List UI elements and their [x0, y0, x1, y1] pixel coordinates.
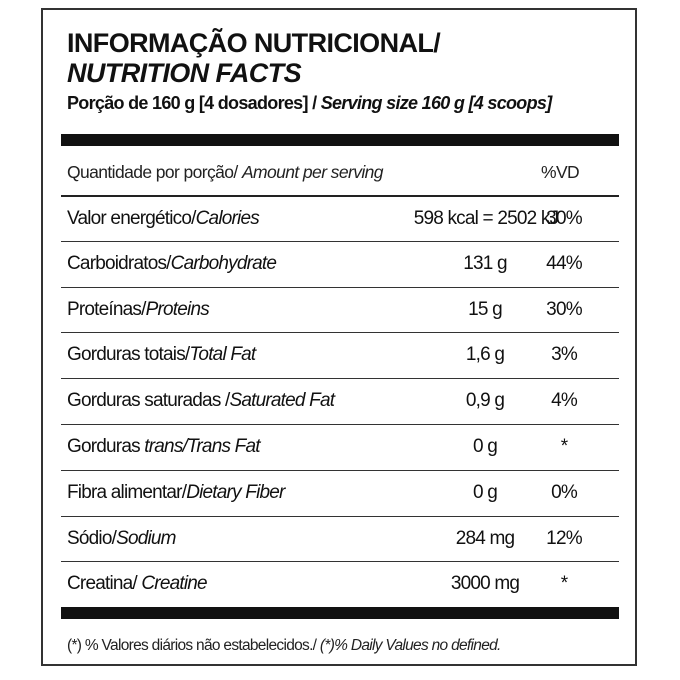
- nutrient-amount: 15 g: [468, 298, 503, 320]
- nutrient-name-en: Proteins: [145, 298, 210, 320]
- table-row: Sódio/Sodium 284 mg 12%: [61, 515, 619, 562]
- nutrient-name: Gorduras totais/Total Fat: [67, 344, 256, 366]
- footnote-pt: (*) % Valores diários não estabelecidos.…: [67, 637, 320, 654]
- amount-per-serving-pt: Quantidade por porção/: [67, 162, 242, 182]
- nutrition-label: INFORMAÇÃO NUTRICIONAL/ NUTRITION FACTS …: [41, 8, 637, 666]
- serving-size-pt: Porção de 160 g [4 dosadores] /: [67, 93, 321, 113]
- nutrient-amount: 284 mg: [455, 527, 515, 549]
- daily-value-header: %VD: [541, 162, 580, 182]
- nutrient-name-pt: Valor energético/: [67, 208, 196, 229]
- nutrient-name: Gorduras trans/Trans Fat: [67, 436, 260, 458]
- nutrient-name: Creatina/ Creatine: [67, 573, 208, 595]
- nutrient-name-pt: Fibra alimentar/: [67, 481, 187, 503]
- serving-size: Porção de 160 g [4 dosadores] / Serving …: [67, 93, 552, 114]
- nutrient-name: Carboidratos/Carbohydrate: [67, 252, 277, 275]
- nutrient-name-en: Creatine: [141, 573, 207, 595]
- nutrient-daily-value: 12%: [546, 527, 582, 549]
- nutrient-name-pt: Gorduras saturadas /: [67, 390, 230, 412]
- table-row: Valor energético/Calories 598 kcal = 2502…: [61, 195, 619, 241]
- nutrient-name-en: Calories: [195, 208, 260, 229]
- footnote-en: (*)% Daily Values no defined.: [319, 637, 501, 654]
- nutrient-name: Fibra alimentar/Dietary Fiber: [67, 482, 285, 504]
- nutrient-daily-value: 4%: [551, 390, 578, 412]
- nutrient-name-pt: Carboidratos/: [67, 252, 171, 274]
- table-row: Carboidratos/Carbohydrate 131 g 44%: [61, 240, 619, 287]
- table-row: Fibra alimentar/Dietary Fiber 0 g 0%: [61, 469, 619, 516]
- nutrient-name-pt: Gorduras totais/: [67, 344, 190, 366]
- nutrient-name: Gorduras saturadas /Saturated Fat: [67, 390, 335, 412]
- table-row: Creatina/ Creatine 3000 mg *: [61, 561, 619, 607]
- table-header: Quantidade por porção/ Amount per servin…: [67, 162, 619, 183]
- nutrient-amount: 0 g: [472, 435, 498, 457]
- nutrient-name-en: Carbohydrate: [170, 252, 277, 274]
- nutrient-amount: 0 g: [472, 481, 498, 503]
- nutrient-amount: 598 kcal = 2502 kJ: [413, 208, 559, 229]
- nutrient-daily-value: *: [560, 435, 568, 457]
- nutrient-name-pt: Proteínas/: [67, 298, 146, 320]
- table-row: Gorduras saturadas /Saturated Fat 0,9 g 4%: [61, 378, 619, 424]
- nutrient-daily-value: 3%: [551, 344, 578, 366]
- nutrient-name-en: trans/Trans Fat: [144, 435, 260, 457]
- nutrient-name-pt: Creatina/: [67, 573, 142, 595]
- top-divider: [61, 134, 619, 146]
- title-english: NUTRITION FACTS: [67, 58, 302, 88]
- nutrient-name-pt: Gorduras: [67, 435, 145, 457]
- nutrient-amount: 3000 mg: [450, 573, 520, 595]
- nutrient-daily-value: 30%: [546, 208, 582, 229]
- nutrient-table: Valor energético/Calories 598 kcal = 2502…: [61, 195, 619, 607]
- nutrient-amount: 0,9 g: [465, 390, 505, 412]
- nutrient-name-en: Total Fat: [189, 344, 256, 366]
- bottom-divider: [61, 607, 619, 619]
- nutrient-name: Sódio/Sodium: [67, 528, 176, 550]
- table-row: Gorduras totais/Total Fat 1,6 g 3%: [61, 332, 619, 378]
- nutrient-daily-value: *: [560, 573, 568, 595]
- nutrient-daily-value: 30%: [546, 298, 582, 320]
- footnote: (*) % Valores diários não estabelecidos.…: [67, 637, 501, 655]
- nutrient-name: Valor energético/Calories: [67, 208, 260, 230]
- serving-size-en: Serving size 160 g [4 scoops]: [320, 93, 552, 113]
- nutrient-name: Proteínas/Proteins: [67, 298, 210, 321]
- table-row: Proteínas/Proteins 15 g 30%: [61, 286, 619, 333]
- nutrient-daily-value: 0%: [551, 481, 578, 503]
- nutrient-amount: 1,6 g: [465, 344, 505, 366]
- title-portuguese: INFORMAÇÃO NUTRICIONAL/: [67, 28, 441, 58]
- table-row: Gorduras trans/Trans Fat 0 g *: [61, 423, 619, 470]
- nutrient-amount: 131 g: [463, 252, 507, 274]
- amount-per-serving-en: Amount per serving: [241, 162, 384, 182]
- nutrient-name-en: Saturated Fat: [229, 390, 335, 412]
- nutrient-name-pt: Sódio/: [67, 527, 117, 549]
- nutrient-name-en: Sodium: [116, 527, 176, 549]
- nutrient-name-en: Dietary Fiber: [186, 481, 285, 503]
- nutrient-daily-value: 44%: [546, 252, 582, 274]
